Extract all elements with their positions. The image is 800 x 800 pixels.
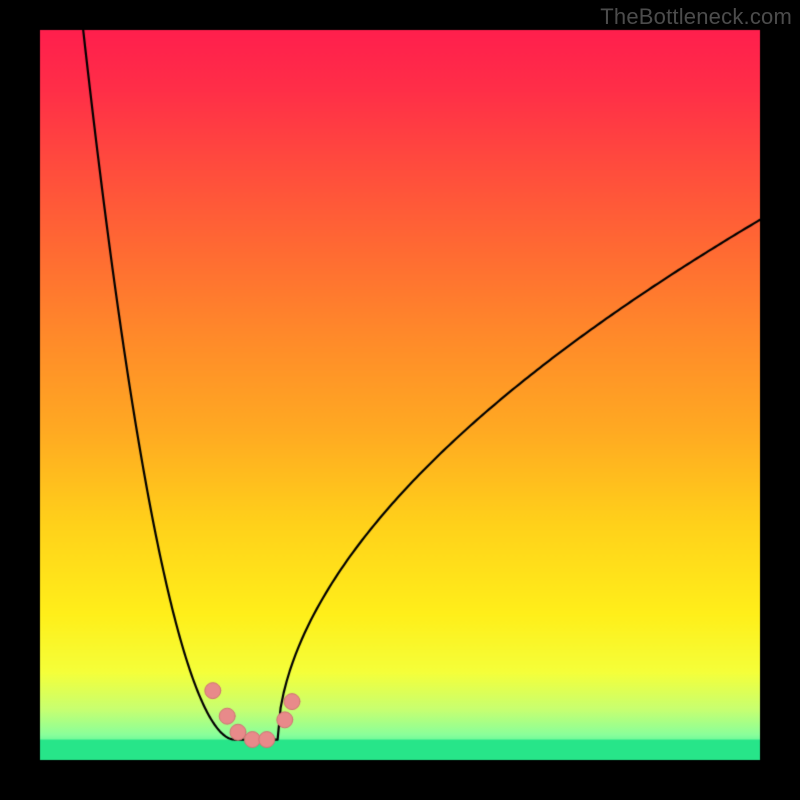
watermark-text: TheBottleneck.com	[600, 4, 792, 30]
bottleneck-chart	[0, 0, 800, 800]
